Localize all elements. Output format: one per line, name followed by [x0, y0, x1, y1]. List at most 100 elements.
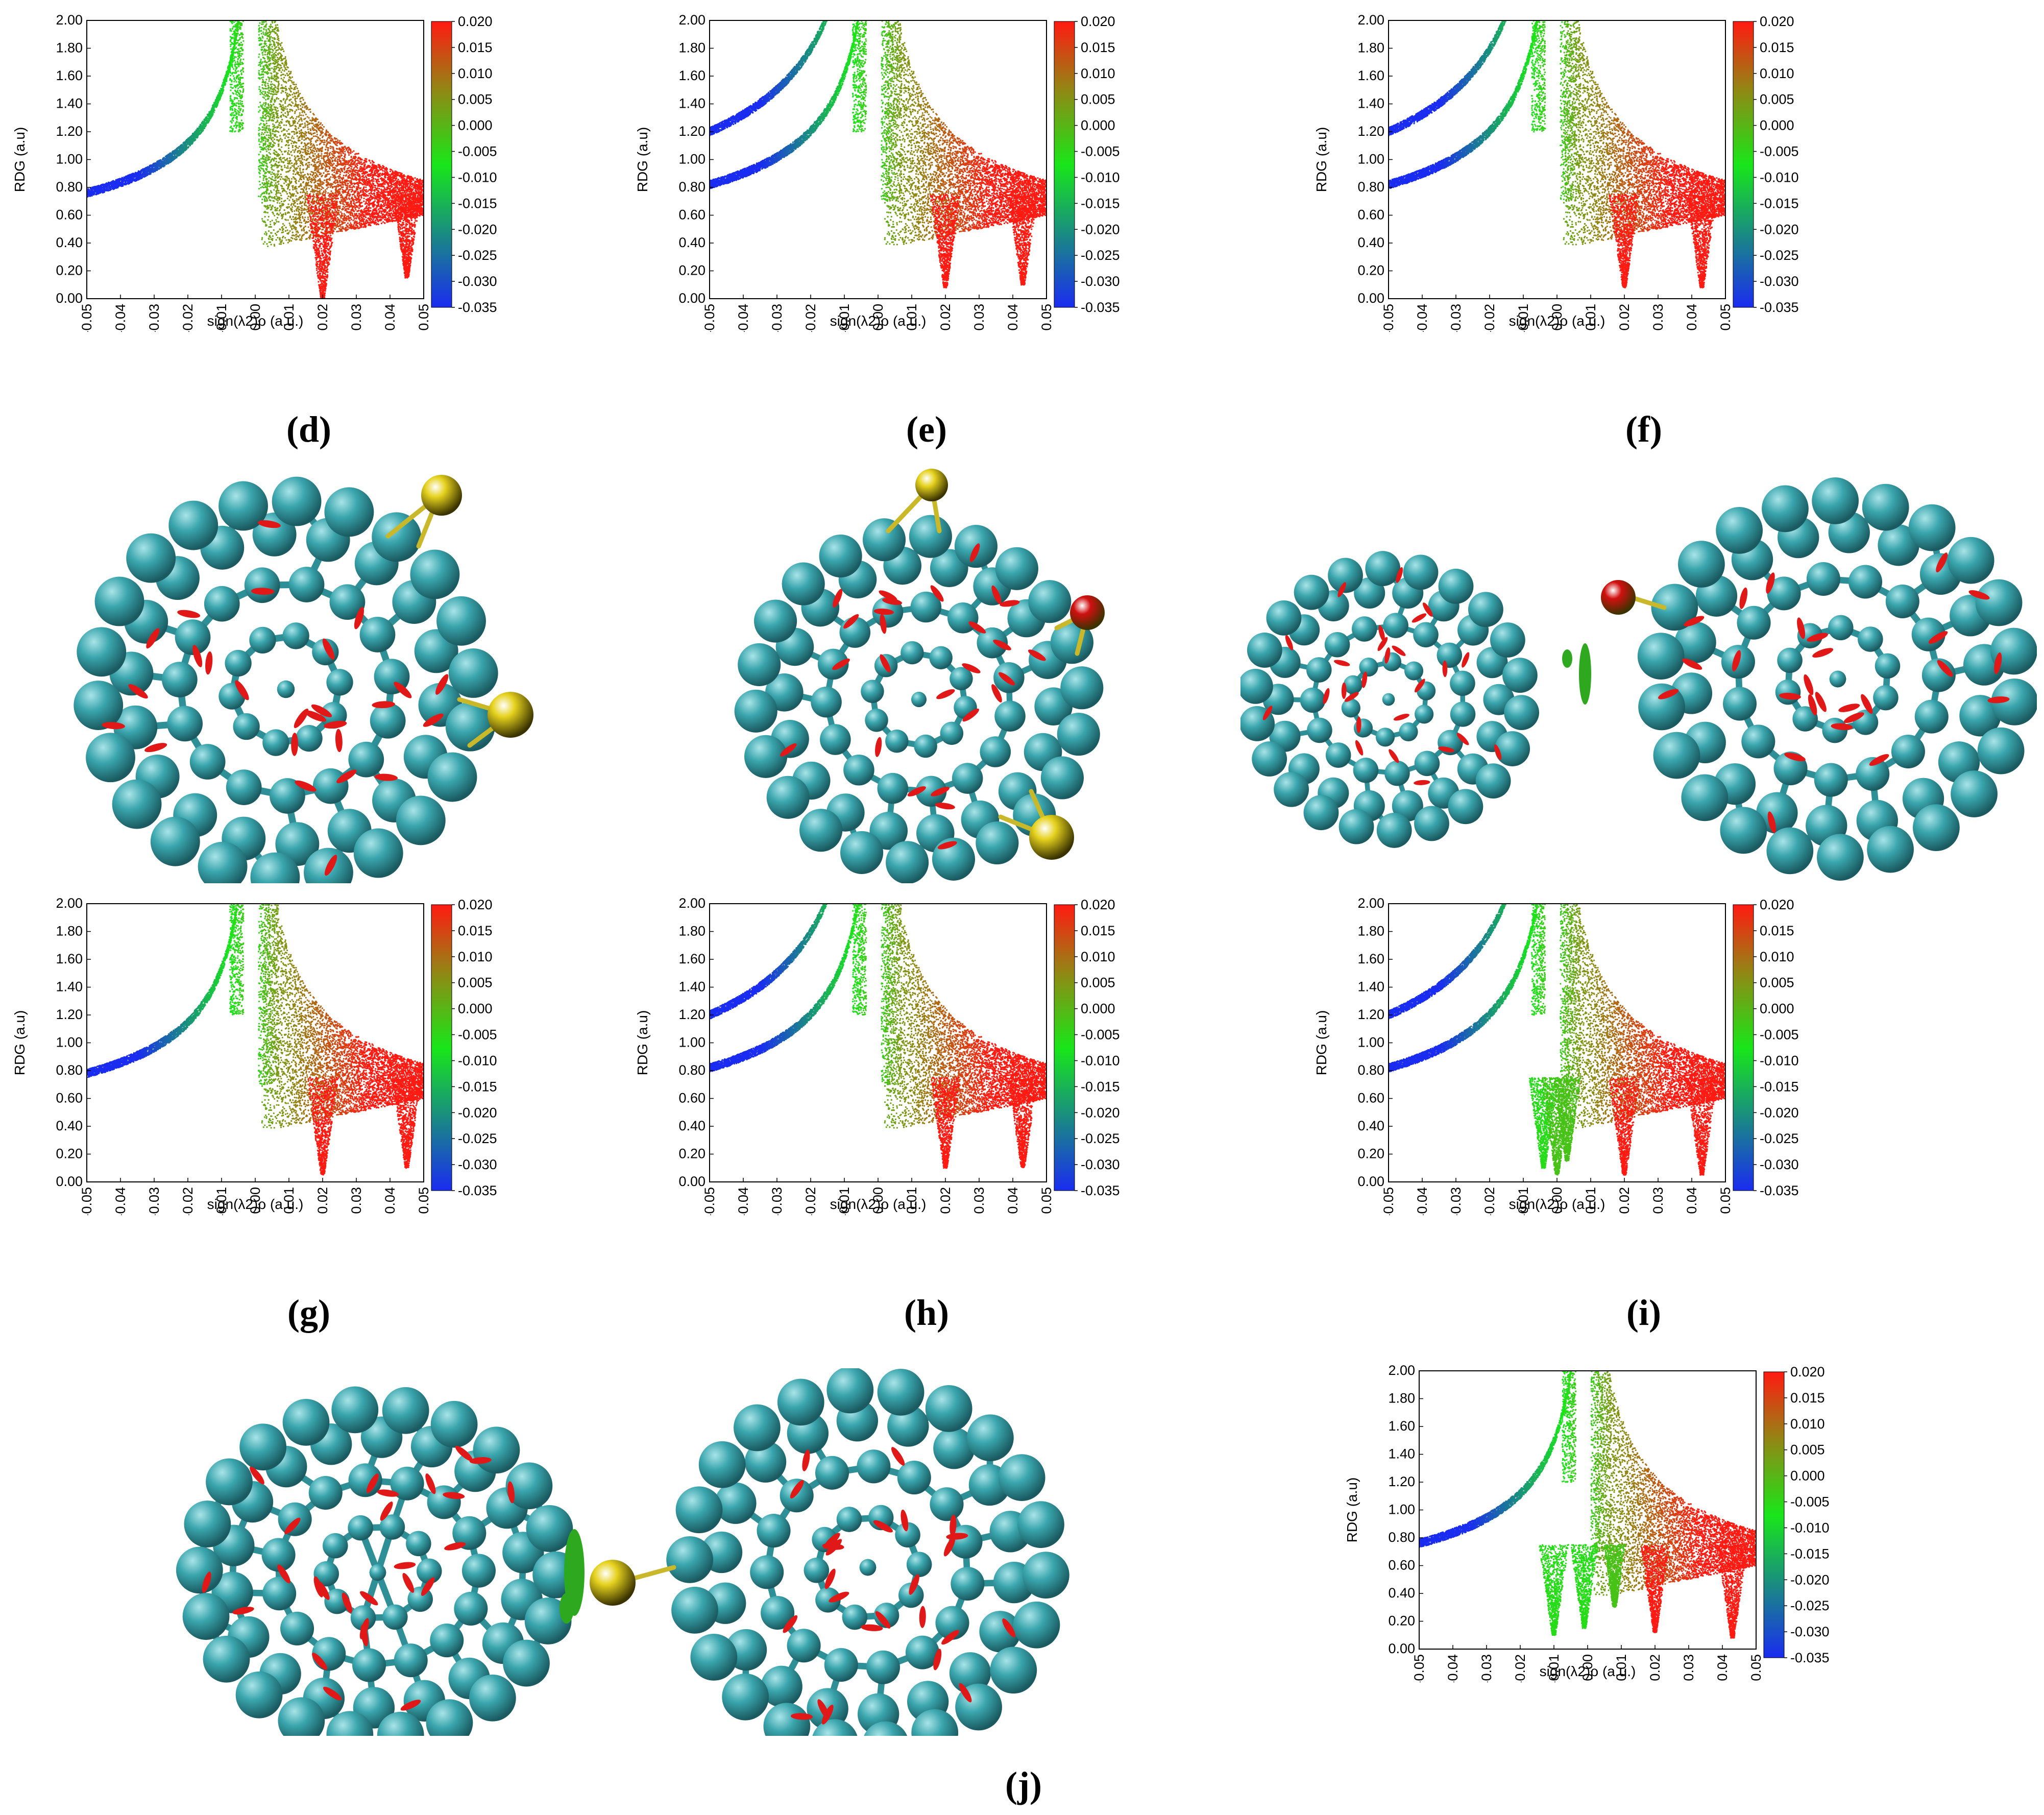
data-point: [186, 144, 188, 146]
data-point: [125, 178, 126, 179]
data-point: [184, 149, 186, 151]
data-point: [153, 164, 154, 166]
data-point: [193, 139, 195, 141]
data-point: [165, 158, 166, 159]
data-point: [180, 149, 181, 151]
data-point: [145, 167, 147, 168]
data-point: [183, 144, 184, 146]
data-point: [272, 123, 274, 125]
data-point: [225, 81, 226, 82]
data-point: [309, 153, 310, 155]
data-point: [149, 168, 151, 170]
data-point: [192, 134, 193, 135]
data-point: [285, 135, 287, 137]
data-point: [319, 190, 321, 191]
data-point: [174, 151, 176, 153]
data-point: [108, 183, 110, 185]
data-point: [203, 119, 205, 120]
data-point: [342, 158, 343, 159]
data-point: [284, 112, 286, 114]
data-point: [271, 17, 273, 19]
data-point: [273, 213, 274, 214]
data-point: [225, 78, 226, 80]
data-point: [279, 243, 280, 245]
data-point: [216, 100, 217, 102]
data-point: [223, 82, 224, 83]
data-point: [281, 198, 282, 199]
data-point: [272, 220, 273, 221]
data-point: [291, 82, 293, 83]
data-point: [92, 192, 94, 193]
data-point: [190, 137, 191, 138]
data-point: [344, 151, 346, 152]
data-point: [138, 177, 139, 178]
data-point: [220, 90, 221, 91]
data-point: [116, 182, 117, 183]
data-point: [238, 14, 239, 16]
data-point: [263, 94, 265, 95]
data-point: [333, 149, 334, 151]
data-point: [163, 165, 165, 166]
data-point: [154, 171, 156, 172]
data-point: [342, 189, 343, 190]
data-point: [157, 163, 159, 164]
data-point: [165, 163, 167, 164]
data-point: [107, 188, 109, 190]
data-point: [120, 185, 122, 187]
data-point: [102, 192, 103, 193]
data-point: [211, 110, 212, 112]
data-point: [237, 17, 239, 19]
data-point: [370, 162, 371, 163]
data-point: [334, 158, 336, 160]
data-point: [217, 100, 219, 102]
data-point: [209, 113, 210, 114]
data-point: [98, 189, 100, 191]
data-point: [95, 193, 97, 195]
data-point: [380, 188, 382, 190]
data-point: [208, 121, 209, 123]
data-point: [238, 13, 240, 15]
data-point: [216, 102, 218, 103]
data-point: [313, 177, 314, 178]
data-point: [267, 246, 269, 247]
data-point: [107, 190, 108, 191]
data-point: [238, 18, 239, 19]
data-point: [191, 143, 192, 145]
data-point: [121, 181, 123, 183]
data-point: [115, 184, 116, 185]
data-point: [314, 153, 316, 155]
data-point: [191, 136, 193, 137]
data-point: [340, 197, 342, 198]
data-point: [275, 233, 276, 234]
data-point: [89, 195, 90, 197]
data-point: [167, 162, 169, 163]
data-point: [208, 114, 209, 115]
data-point: [108, 182, 109, 183]
data-point: [288, 199, 290, 201]
data-point: [286, 69, 287, 70]
data-point: [188, 146, 189, 148]
data-point: [131, 177, 133, 178]
data-point: [370, 207, 372, 209]
data-point: [293, 204, 295, 206]
data-point: [349, 186, 350, 188]
data-point: [192, 138, 194, 139]
data-point: [104, 188, 106, 190]
data-point: [202, 125, 204, 126]
data-point: [229, 60, 231, 61]
data-point: [174, 154, 176, 156]
data-point: [212, 108, 214, 110]
data-point: [208, 115, 210, 116]
data-point: [130, 180, 131, 182]
data-point: [287, 152, 288, 154]
data-point: [187, 140, 189, 142]
data-point: [283, 77, 285, 79]
data-point: [359, 188, 360, 189]
data-point: [126, 180, 127, 181]
data-point: [301, 237, 303, 239]
data-point: [289, 154, 290, 155]
data-point: [239, 14, 240, 16]
data-point: [112, 186, 114, 187]
data-point: [178, 148, 179, 149]
data-point: [307, 127, 308, 128]
